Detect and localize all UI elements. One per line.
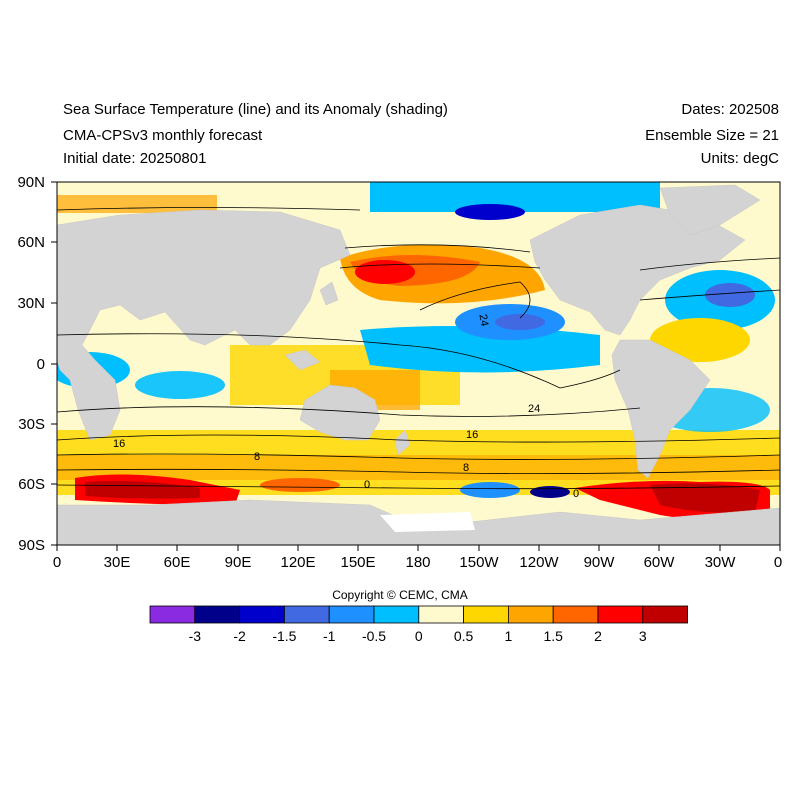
anomaly-patch bbox=[650, 318, 750, 362]
contour-line bbox=[57, 406, 641, 417]
colorbar-swatch bbox=[418, 605, 464, 624]
contour-label: 16 bbox=[466, 429, 478, 441]
colorbar-label: -2 bbox=[233, 628, 246, 644]
maritime-continent bbox=[284, 349, 321, 371]
map-plot-area: 24 24 16 8 8 0 0 16 bbox=[57, 182, 780, 545]
contour-label: 24 bbox=[528, 403, 540, 415]
lat-label: 60N bbox=[17, 234, 45, 251]
lon-label: 120W bbox=[519, 554, 559, 571]
south-america bbox=[611, 339, 711, 479]
contour-line bbox=[344, 244, 531, 253]
lat-label: 30N bbox=[17, 295, 45, 312]
contour-labels: 24 24 16 8 8 0 0 16 bbox=[113, 313, 579, 500]
contour-line bbox=[639, 257, 780, 271]
colorbar-label: 1 bbox=[504, 628, 513, 644]
sst-contours bbox=[57, 207, 780, 490]
colorbar-swatch bbox=[194, 605, 241, 624]
contour-line bbox=[57, 484, 780, 490]
colorbar-label: -0.5 bbox=[361, 628, 387, 644]
contour-line bbox=[57, 207, 361, 211]
colorbar-swatch bbox=[642, 605, 688, 624]
colorbar-swatch bbox=[283, 605, 330, 624]
initial-date: Initial date: 20250801 bbox=[63, 150, 207, 167]
contour-label: 24 bbox=[476, 313, 490, 327]
lon-label: 0 bbox=[773, 554, 783, 571]
colorbar-label: 1.5 bbox=[543, 628, 563, 644]
lon-label: 60W bbox=[643, 554, 675, 571]
map-subtitle: CMA-CPSv3 monthly forecast bbox=[63, 127, 263, 144]
lon-label: 150E bbox=[340, 554, 376, 571]
colorbar-swatch bbox=[328, 605, 375, 624]
lon-label: 90W bbox=[583, 554, 615, 571]
colorbar-swatch bbox=[552, 605, 599, 624]
contour-label: 16 bbox=[113, 438, 125, 450]
colorbar-label: -1 bbox=[322, 628, 336, 644]
colorbar-label: 2 bbox=[594, 628, 602, 644]
colorbar-swatch bbox=[239, 605, 285, 624]
colorbar-swatch bbox=[507, 605, 554, 624]
greenland bbox=[659, 184, 761, 236]
contour-line bbox=[57, 333, 621, 389]
colorbar-label: -1.5 bbox=[272, 628, 297, 644]
anomaly-patch bbox=[495, 314, 545, 330]
lat-label: 90S bbox=[18, 537, 45, 554]
axis-ticks bbox=[51, 181, 781, 551]
anomaly-patch bbox=[360, 326, 600, 373]
lon-label: 30E bbox=[103, 554, 131, 571]
forecast-dates: Dates: 202508 bbox=[681, 101, 779, 118]
contour-line bbox=[57, 434, 780, 443]
colorbar-label: -3 bbox=[188, 628, 202, 644]
map-title: Sea Surface Temperature (line) and its A… bbox=[63, 101, 448, 118]
anomaly-patch bbox=[57, 455, 780, 480]
lon-label: 0 bbox=[52, 554, 62, 571]
contour-label: 0 bbox=[573, 488, 579, 500]
ice-shelf bbox=[380, 512, 475, 532]
lon-label: 120E bbox=[280, 554, 316, 571]
anomaly-patch bbox=[650, 483, 760, 513]
contour-label: 8 bbox=[463, 462, 469, 474]
lat-label: 30S bbox=[18, 416, 45, 433]
contour-line bbox=[57, 453, 780, 460]
lon-label: 60E bbox=[163, 554, 191, 571]
contour-line bbox=[639, 289, 780, 301]
lon-label: 150W bbox=[459, 554, 499, 571]
eurasia-africa bbox=[57, 209, 351, 441]
land-masses bbox=[57, 184, 780, 545]
colorbar bbox=[149, 605, 688, 624]
colorbar-swatch bbox=[597, 605, 644, 624]
lat-label: 0 bbox=[36, 356, 45, 373]
anomaly-patch bbox=[705, 283, 755, 307]
anomaly-patch bbox=[355, 260, 415, 284]
colorbar-label: 0.5 bbox=[453, 628, 474, 644]
contour-line bbox=[339, 263, 541, 269]
lon-label: 30W bbox=[704, 554, 736, 571]
units-label: Units: degC bbox=[700, 150, 779, 167]
colorbar-swatch bbox=[463, 605, 509, 624]
anomaly-patch bbox=[455, 204, 525, 220]
copyright-text: Copyright © CEMC, CMA bbox=[332, 588, 468, 602]
anomaly-patch bbox=[260, 478, 340, 492]
lat-label: 60S bbox=[18, 476, 45, 493]
lat-label: 90N bbox=[17, 174, 45, 191]
colorbar-label: 0 bbox=[414, 628, 423, 644]
colorbar-swatch bbox=[373, 605, 420, 624]
lon-label: 180 bbox=[405, 554, 431, 571]
contour-label: 8 bbox=[254, 451, 260, 463]
colorbar-label: 3 bbox=[638, 628, 647, 644]
contour-line bbox=[57, 468, 780, 474]
contour-label: 0 bbox=[364, 479, 370, 491]
anomaly-patch bbox=[530, 486, 570, 498]
contour-line bbox=[419, 281, 531, 319]
lon-label: 90E bbox=[224, 554, 252, 571]
australia bbox=[299, 384, 381, 441]
ensemble-size: Ensemble Size = 21 bbox=[645, 127, 779, 144]
japan bbox=[319, 281, 339, 306]
new-zealand bbox=[394, 429, 411, 456]
colorbar-swatch bbox=[149, 605, 196, 624]
anomaly-patch bbox=[460, 482, 520, 498]
anomaly-patch bbox=[135, 371, 225, 399]
